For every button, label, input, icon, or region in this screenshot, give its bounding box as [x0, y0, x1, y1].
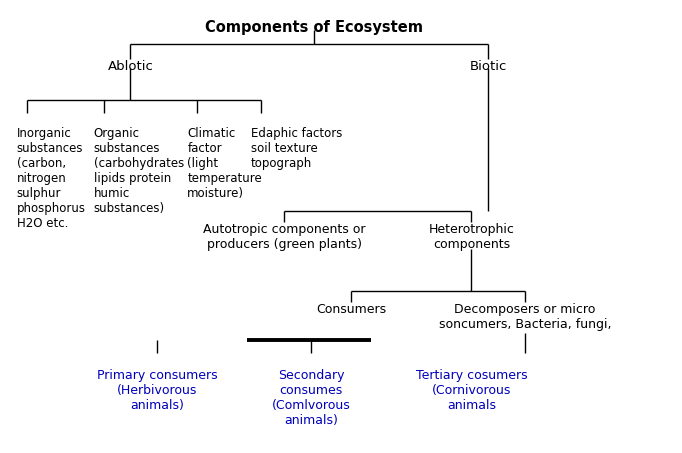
Text: Heterotrophic
components: Heterotrophic components — [428, 223, 514, 251]
Text: Inorganic
substances
(carbon,
nitrogen
sulphur
phosphorus
H2O etc.: Inorganic substances (carbon, nitrogen s… — [17, 127, 86, 230]
Text: Tertiary cosumers
(Cornivorous
animals: Tertiary cosumers (Cornivorous animals — [415, 369, 527, 412]
Text: Climatic
factor
(light
temperature
moisture): Climatic factor (light temperature moist… — [188, 127, 262, 200]
Text: Organic
substances
(carbohydrates
lipids protein
humic
substances): Organic substances (carbohydrates lipids… — [93, 127, 184, 215]
Text: Edaphic factors
soil texture
topograph: Edaphic factors soil texture topograph — [251, 127, 342, 169]
Text: Primary consumers
(Herbivorous
animals): Primary consumers (Herbivorous animals) — [97, 369, 218, 412]
Text: Ablotic: Ablotic — [108, 60, 153, 73]
Text: Components of Ecosystem: Components of Ecosystem — [205, 20, 424, 35]
Text: Biotic: Biotic — [469, 60, 507, 73]
Text: Consumers: Consumers — [316, 304, 386, 316]
Text: Decomposers or micro
soncumers, Bacteria, fungi,: Decomposers or micro soncumers, Bacteria… — [439, 304, 611, 331]
Text: Secondary
consumes
(Comlvorous
animals): Secondary consumes (Comlvorous animals) — [271, 369, 351, 427]
Text: Autotropic components or
producers (green plants): Autotropic components or producers (gree… — [203, 223, 366, 251]
